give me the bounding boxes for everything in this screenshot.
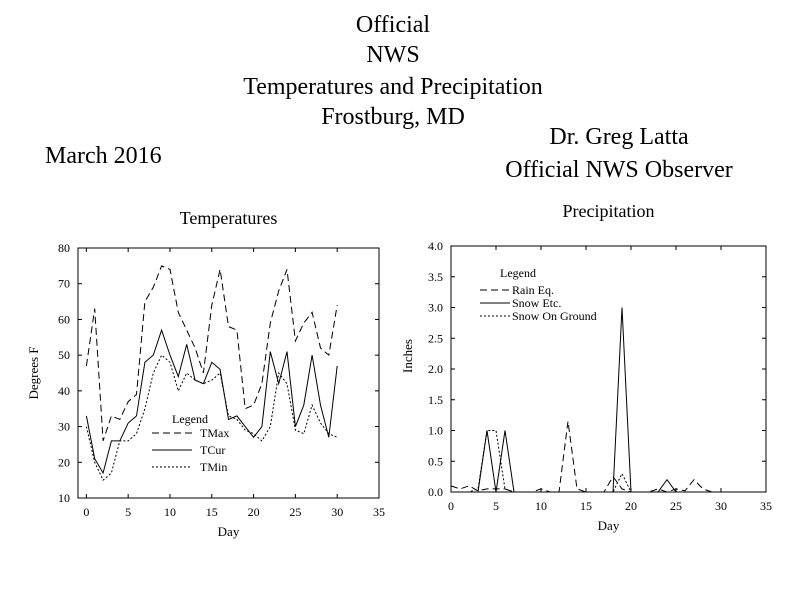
chart2-y-tick-label: 2.0 [428, 362, 443, 376]
chart1-y-tick-label: 40 [58, 384, 70, 398]
chart1-legend-label: TCur [200, 443, 225, 457]
chart1-y-tick-label: 20 [58, 455, 70, 469]
chart1-x-tick-label: 5 [125, 505, 131, 519]
chart2-y-tick-label: 3.5 [428, 270, 443, 284]
chart2-series-snow-on-ground [451, 430, 721, 493]
chart1-legend-title: Legend [172, 412, 208, 426]
title-line-2: NWS [366, 42, 420, 68]
chart2-y-tick-label: 0.5 [428, 454, 443, 468]
chart2-plot-frame [450, 245, 767, 493]
chart1-y-tick-label: 30 [58, 420, 70, 434]
chart2-x-tick-label: 30 [715, 499, 727, 513]
chart1-series-tcur [85, 328, 338, 475]
chart2-x-axis-label: Day [598, 518, 620, 533]
chart2-legend-title: Legend [500, 266, 536, 280]
chart1-y-tick-label: 70 [58, 277, 70, 291]
chart1-series-tmin [85, 354, 338, 481]
chart2-y-tick-label: 3.0 [428, 301, 443, 315]
chart2-y-tick-label: 0.0 [428, 485, 443, 499]
observer-name: Dr. Greg Latta [549, 124, 689, 150]
chart1-x-tick-label: 15 [206, 505, 218, 519]
chart2-series-rain-eq [450, 421, 721, 493]
chart2-x-tick-label: 5 [493, 499, 499, 513]
chart2-y-tick-label: 1.0 [428, 424, 443, 438]
chart2-y-tick-label: 4.0 [428, 239, 443, 253]
chart1-y-tick-label: 50 [58, 348, 70, 362]
chart2-legend-label: Snow Etc. [512, 296, 561, 310]
chart1-y-axis-label: Degrees F [26, 346, 41, 399]
chart2-y-tick-label: 2.5 [428, 331, 443, 345]
title-line-3: Temperatures and Precipitation [243, 74, 543, 100]
chart2-series-snow-etc [451, 307, 721, 493]
chart1-x-tick-label: 0 [83, 505, 89, 519]
chart1-series-tmax [85, 265, 338, 442]
observer-title: Official NWS Observer [505, 157, 733, 183]
chart2-legend-label: Snow On Ground [512, 309, 597, 323]
chart1-x-tick-label: 35 [373, 505, 385, 519]
chart1-legend-label: TMin [200, 460, 227, 474]
chart2-x-tick-label: 10 [535, 499, 547, 513]
chart1-x-tick-label: 20 [248, 505, 260, 519]
chart2-y-axis-label: Inches [400, 339, 415, 373]
chart2-legend-label: Rain Eq. [512, 283, 554, 297]
chart1-y-tick-label: 60 [58, 312, 70, 326]
title-line-1: Official [355, 12, 431, 38]
chart1-y-tick-label: 80 [58, 241, 70, 255]
chart1-x-tick-label: 30 [331, 505, 343, 519]
chart2-y-tick-label: 1.5 [428, 393, 443, 407]
chart2-x-tick-label: 20 [625, 499, 637, 513]
chart1-x-tick-label: 25 [289, 505, 301, 519]
chart1-x-axis-label: Day [218, 524, 240, 539]
chart2-x-tick-label: 35 [760, 499, 772, 513]
chart2-title: Precipitation [563, 201, 655, 221]
chart1-x-tick-label: 10 [164, 505, 176, 519]
chart1-plot-frame [77, 247, 380, 499]
chart1-y-tick-label: 10 [58, 491, 70, 505]
chart2-x-tick-label: 15 [580, 499, 592, 513]
month-label: March 2016 [45, 143, 162, 169]
chart1-title: Temperatures [180, 208, 278, 228]
chart2-x-tick-label: 0 [448, 499, 454, 513]
chart2-x-tick-label: 25 [670, 499, 682, 513]
title-line-4: Frostburg, MD [321, 104, 465, 130]
chart1-legend-label: TMax [200, 426, 229, 440]
